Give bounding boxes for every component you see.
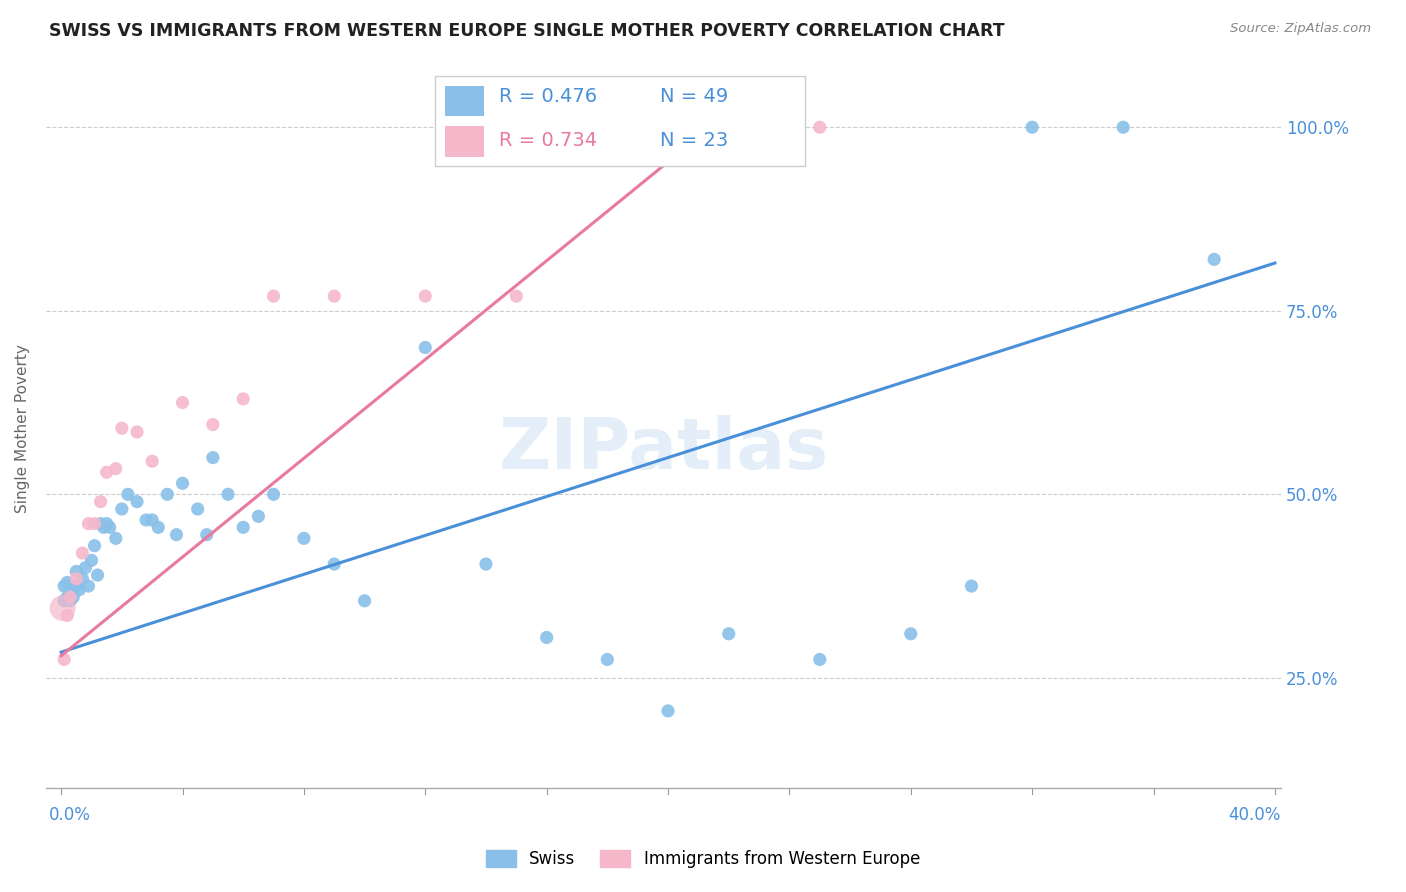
Point: [62, 590, 84, 604]
Point: [141, 513, 163, 527]
Point: [111, 502, 134, 516]
Point: [56, 608, 79, 623]
Point: [1112, 120, 1135, 135]
Y-axis label: Single Mother Poverty: Single Mother Poverty: [15, 343, 30, 513]
Point: [104, 461, 127, 475]
Text: ZIPatlas: ZIPatlas: [498, 416, 828, 484]
Point: [86, 568, 108, 582]
Point: [232, 392, 254, 406]
Point: [141, 454, 163, 468]
Point: [72, 572, 94, 586]
Point: [187, 502, 209, 516]
Point: [59, 593, 82, 607]
Point: [323, 557, 346, 571]
Point: [353, 593, 375, 607]
Point: [53, 652, 76, 666]
Point: [135, 513, 157, 527]
Point: [52, 601, 75, 615]
Point: [808, 120, 831, 135]
Point: [195, 527, 218, 541]
Point: [247, 509, 270, 524]
Text: R = 0.476: R = 0.476: [499, 87, 598, 106]
Point: [165, 527, 187, 541]
Point: [717, 627, 740, 641]
Text: N = 49: N = 49: [659, 87, 728, 106]
Point: [505, 289, 527, 303]
Point: [56, 590, 79, 604]
Point: [111, 421, 134, 435]
Point: [96, 516, 118, 531]
Point: [125, 425, 148, 439]
Point: [657, 704, 679, 718]
Point: [960, 579, 983, 593]
Point: [413, 341, 436, 355]
Text: R = 0.734: R = 0.734: [499, 131, 598, 150]
Point: [201, 450, 224, 465]
Point: [596, 652, 619, 666]
Point: [53, 593, 76, 607]
Point: [75, 560, 97, 574]
Point: [80, 553, 103, 567]
Text: Source: ZipAtlas.com: Source: ZipAtlas.com: [1230, 22, 1371, 36]
Point: [117, 487, 139, 501]
Legend: Swiss, Immigrants from Western Europe: Swiss, Immigrants from Western Europe: [479, 843, 927, 875]
Point: [263, 487, 285, 501]
Text: 40.0%: 40.0%: [1229, 806, 1281, 824]
Point: [77, 516, 100, 531]
Point: [900, 627, 922, 641]
Point: [292, 532, 315, 546]
Point: [1021, 120, 1043, 135]
Text: SWISS VS IMMIGRANTS FROM WESTERN EUROPE SINGLE MOTHER POVERTY CORRELATION CHART: SWISS VS IMMIGRANTS FROM WESTERN EUROPE …: [49, 22, 1005, 40]
Point: [59, 579, 82, 593]
Point: [67, 582, 90, 597]
Point: [808, 652, 831, 666]
Point: [90, 516, 112, 531]
Text: 0.0%: 0.0%: [49, 806, 91, 824]
Point: [98, 520, 121, 534]
Point: [90, 494, 112, 508]
Point: [323, 289, 346, 303]
Point: [263, 289, 285, 303]
Text: N = 23: N = 23: [659, 131, 728, 150]
Point: [156, 487, 179, 501]
Point: [93, 520, 115, 534]
Point: [65, 572, 87, 586]
Point: [56, 575, 79, 590]
Bar: [444, 86, 485, 116]
Point: [1204, 252, 1226, 267]
Point: [77, 579, 100, 593]
Point: [96, 465, 118, 479]
Point: [413, 289, 436, 303]
Point: [83, 516, 105, 531]
Point: [148, 520, 170, 534]
Point: [232, 520, 254, 534]
Point: [172, 476, 194, 491]
FancyBboxPatch shape: [434, 76, 806, 166]
Point: [83, 539, 105, 553]
Point: [59, 590, 82, 604]
Point: [172, 395, 194, 409]
Point: [65, 565, 87, 579]
Point: [53, 579, 76, 593]
Point: [72, 546, 94, 560]
Point: [65, 579, 87, 593]
Point: [104, 532, 127, 546]
Point: [201, 417, 224, 432]
Bar: [444, 127, 485, 157]
Point: [717, 120, 740, 135]
Point: [125, 494, 148, 508]
Point: [596, 120, 619, 135]
Point: [536, 631, 558, 645]
Point: [475, 557, 498, 571]
Point: [217, 487, 239, 501]
